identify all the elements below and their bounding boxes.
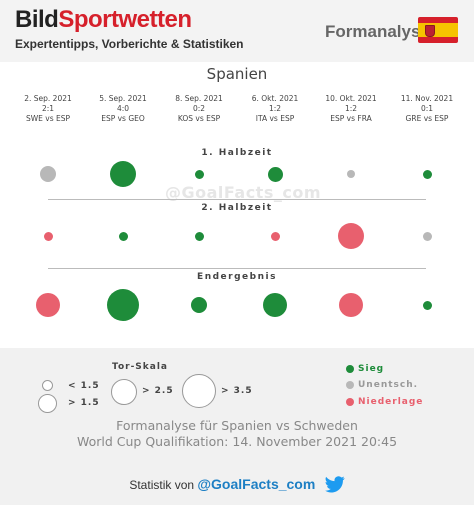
match-score: 2:1	[41, 104, 55, 113]
result-dot-draw	[40, 166, 56, 182]
brand-part2: Sportwetten	[58, 6, 192, 33]
match-header: 10. Okt. 2021 1:2 ESP vs FRA	[311, 94, 391, 124]
match-teams: ESP vs GEO	[101, 114, 145, 123]
result-dot-win	[422, 169, 432, 179]
result-dot-win	[191, 297, 207, 313]
match-header: 6. Okt. 2021 1:2 ITA vs ESP	[235, 94, 315, 124]
brand-part1: Bild	[15, 6, 59, 33]
match-teams: KOS vs ESP	[177, 114, 221, 123]
scale-label-3: > 2.5	[142, 386, 174, 396]
match-score: 0:1	[420, 104, 434, 113]
scale-label-1: < 1.5	[68, 381, 100, 391]
caption-competition: World Cup Qualifikation: 14. November 20…	[76, 434, 398, 449]
result-dot-win	[267, 166, 283, 182]
result-dot-win	[107, 289, 139, 321]
result-dot-loss	[339, 293, 363, 317]
header-bar: BildSportwetten Expertentipps, Vorberich…	[0, 0, 474, 62]
match-teams: ITA vs ESP	[255, 114, 295, 123]
divider	[48, 199, 426, 200]
result-dot-win	[194, 169, 204, 179]
legend-draw-label: Unentsch.	[358, 380, 419, 390]
result-dot-win	[263, 293, 287, 317]
match-score: 1:2	[268, 104, 282, 113]
scale-label-4: > 3.5	[221, 386, 253, 396]
legend-win-dot	[346, 365, 354, 373]
spain-flag-icon	[418, 17, 458, 43]
credit-line: Statistik von @GoalFacts_com	[0, 476, 474, 496]
result-dot-loss	[43, 231, 53, 241]
match-teams: SWE vs ESP	[25, 114, 71, 123]
credit-handle-link[interactable]: @GoalFacts_com	[197, 476, 316, 493]
legend-win-label: Sieg	[358, 364, 385, 374]
section-second-half-title: 2. Halbzeit	[201, 203, 273, 213]
result-dot-loss	[338, 223, 364, 249]
result-dot-win	[110, 161, 136, 187]
match-header: 8. Sep. 2021 0:2 KOS vs ESP	[159, 94, 239, 124]
section-first-half-title: 1. Halbzeit	[201, 148, 273, 158]
goal-scale-title: Tor-Skala	[112, 362, 168, 372]
result-dot-win	[194, 231, 204, 241]
twitter-bird-icon[interactable]	[324, 476, 345, 496]
credit-prefix: Statistik von	[129, 478, 195, 493]
match-date: 8. Sep. 2021	[175, 94, 223, 103]
legend-loss-label: Niederlage	[358, 397, 424, 407]
match-date: 6. Okt. 2021	[251, 94, 299, 103]
match-date: 2. Sep. 2021	[24, 94, 72, 103]
watermark-text: @GoalFacts_com	[165, 183, 321, 202]
footer-panel	[0, 348, 474, 505]
result-dot-loss	[36, 293, 60, 317]
result-dot-loss	[270, 231, 280, 241]
match-header: 2. Sep. 2021 2:1 SWE vs ESP	[8, 94, 88, 124]
match-teams: GRE vs ESP	[405, 114, 449, 123]
match-score: 1:2	[344, 104, 358, 113]
divider	[48, 268, 426, 269]
result-dot-draw	[347, 170, 355, 178]
page-title: Formanalyse	[325, 22, 430, 41]
result-dot-win	[118, 231, 128, 241]
match-score: 4:0	[116, 104, 130, 113]
match-header: 5. Sep. 2021 4:0 ESP vs GEO	[83, 94, 163, 124]
match-date: 11. Nov. 2021	[400, 94, 454, 103]
match-date: 5. Sep. 2021	[99, 94, 147, 103]
scale-ring-medium	[38, 394, 57, 413]
scale-ring-large	[111, 379, 137, 405]
scale-label-2: > 1.5	[68, 398, 100, 408]
legend-draw-dot	[346, 381, 354, 389]
scale-ring-xlarge	[182, 374, 216, 408]
section-final-title: Endergebnis	[197, 272, 277, 282]
scale-ring-small	[42, 380, 53, 391]
result-dot-draw	[422, 231, 432, 241]
result-dot-win	[422, 300, 432, 310]
caption-match: Formanalyse für Spanien vs Schweden	[116, 418, 358, 433]
brand-tagline: Expertentipps, Vorberichte & Statistiken	[15, 37, 244, 51]
match-teams: ESP vs FRA	[330, 114, 372, 123]
match-score: 0:2	[192, 104, 206, 113]
match-header: 11. Nov. 2021 0:1 GRE vs ESP	[387, 94, 467, 124]
legend-loss-dot	[346, 398, 354, 406]
brand-logo[interactable]: BildSportwetten	[15, 6, 192, 34]
team-name: Spanien	[206, 65, 268, 83]
match-date: 10. Okt. 2021	[325, 94, 377, 103]
